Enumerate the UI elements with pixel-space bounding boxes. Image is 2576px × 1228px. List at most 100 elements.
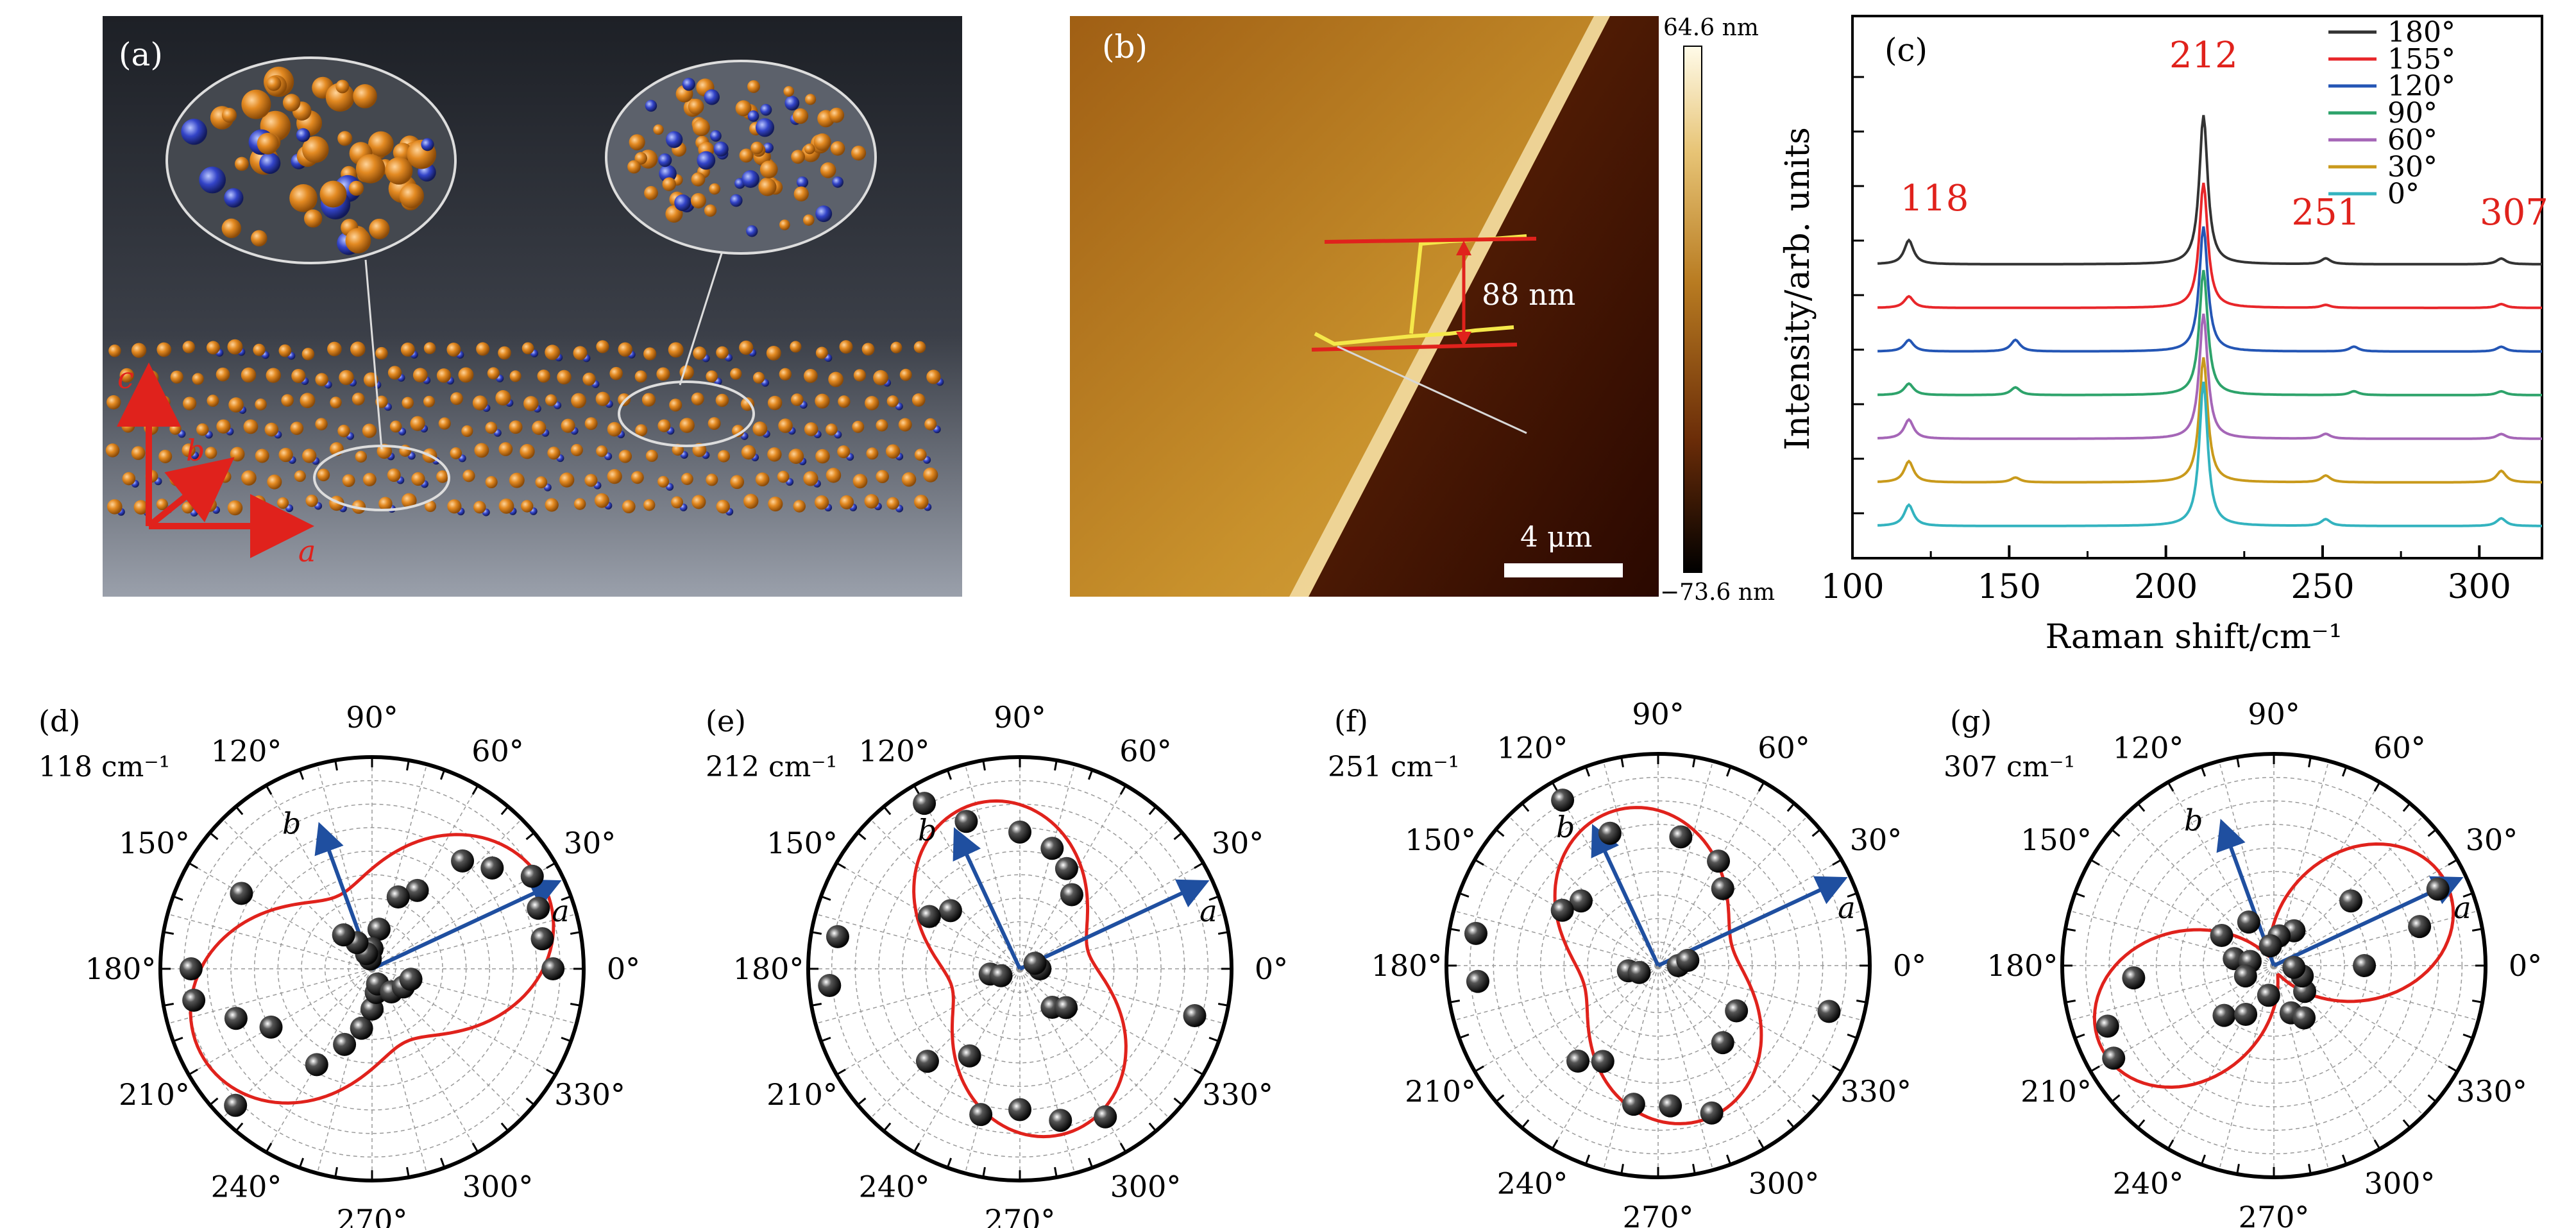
data-point [2212, 1003, 2236, 1027]
data-point [917, 905, 941, 928]
data-point [2122, 966, 2146, 990]
lattice-atom [350, 341, 366, 357]
lattice-atom [573, 346, 588, 361]
polar-grid-spoke [1019, 968, 1170, 1119]
lattice-atom [777, 470, 790, 483]
polar-tick [1119, 785, 1127, 795]
polar-tick [1119, 1143, 1127, 1153]
axis-b-arrow [146, 457, 235, 529]
zoom-ring-right [618, 380, 755, 447]
polar-grid-spoke [1552, 781, 1659, 966]
lattice-atom [596, 445, 608, 457]
polar-tick [820, 1036, 831, 1043]
polar-angle-label: 60° [2373, 731, 2426, 765]
lattice-atom [852, 420, 865, 433]
lattice-atom [803, 369, 818, 383]
polar-tick [188, 862, 198, 869]
polar-tick [1148, 806, 1157, 815]
mode-label-g: 307 cm⁻¹ [1944, 751, 2075, 783]
polar-tick [811, 1003, 822, 1007]
lattice-atom [423, 342, 436, 354]
lattice-atom [584, 473, 598, 487]
data-point [2096, 1014, 2119, 1038]
polar-grid-spoke [1453, 910, 1659, 966]
bubble-atom [421, 138, 434, 151]
data-point [179, 957, 203, 980]
bubble-atom [784, 96, 800, 111]
panel-c-raman-spectra: 100 150 200 250 300 118 212 251 307 180°155°120… [1779, 15, 2548, 656]
bubble-atom [709, 183, 720, 195]
panel-f-polar-251: 0° 30° 60° 90° 120° 150° 180° 210° 240° 270° 300° 3… [1328, 697, 1926, 1228]
polar-tick [406, 1166, 410, 1178]
lattice-atom [732, 425, 745, 438]
bubble-atom [296, 128, 310, 142]
bubble-atom [820, 162, 836, 178]
lattice-atom [743, 493, 759, 509]
lattice-atom [767, 395, 783, 411]
polar-angle-label: 270° [985, 1203, 1056, 1228]
bubble-atom [666, 131, 683, 148]
arrow-a-label: a [1199, 894, 1217, 928]
data-point [520, 864, 544, 888]
lattice-atom [219, 470, 232, 483]
polar-angle-label: 60° [471, 734, 524, 769]
polar-tick [1474, 858, 1484, 866]
polar-angle-label: 150° [119, 826, 190, 860]
lattice-atom [828, 371, 843, 388]
lattice-atom [387, 366, 402, 380]
polar-grid-spoke [913, 785, 1021, 969]
bubble-atom [759, 160, 778, 179]
bubble-atom [674, 194, 691, 211]
legend-label: 0° [2387, 178, 2419, 210]
polar-angle-label: 240° [211, 1169, 282, 1204]
lattice-atom [914, 448, 927, 461]
bubble-atom [760, 104, 772, 116]
data-point [1711, 1031, 1734, 1055]
polar-tick [1208, 1036, 1219, 1043]
data-point [1566, 1049, 1590, 1073]
spectrum-line-1 [1877, 182, 2542, 309]
lattice-atom [255, 398, 267, 411]
polar-tick [883, 1122, 892, 1132]
data-point [350, 1016, 373, 1040]
lattice-atom [766, 345, 781, 361]
polar-angle-label: 120° [1497, 731, 1568, 765]
lattice-atom [462, 470, 475, 482]
bubble-atom [399, 183, 424, 209]
polar-tick [1087, 769, 1094, 780]
panel-label-f: (f) [1334, 704, 1368, 738]
polar-tick [2448, 858, 2458, 866]
polar-grid-spoke [1657, 965, 1714, 1170]
lattice-atom [192, 373, 204, 385]
polar-tick [546, 1068, 556, 1076]
polar-tick [546, 862, 556, 869]
data-point [527, 896, 550, 920]
bubble-atom [659, 164, 677, 183]
polar-tick [2074, 1033, 2085, 1039]
lattice-atom [607, 422, 622, 437]
lattice-atom [389, 420, 402, 433]
lattice-atom [476, 342, 490, 356]
polar-angle-label: 150° [2021, 823, 2092, 857]
lattice-atom [876, 470, 889, 484]
data-point [1466, 969, 1489, 993]
afm-top-marker [1324, 237, 1537, 244]
panel-label-e: (e) [706, 704, 746, 738]
lattice-atom [327, 341, 342, 357]
legend-label: 90° [2387, 97, 2437, 130]
data-point [1551, 789, 1575, 812]
scalebar [1504, 563, 1623, 577]
polar-grid-spoke [2273, 965, 2380, 1150]
data-point [2257, 984, 2280, 1007]
polar-tick [209, 1097, 219, 1106]
lattice-atom [121, 419, 135, 433]
data-point [2408, 915, 2432, 939]
polar-grid-spoke [1657, 781, 1765, 966]
polar-angle-label: 90° [2248, 697, 2300, 731]
lattice-atom [387, 468, 401, 482]
polar-grid-spoke [2090, 859, 2275, 966]
polar-angle-label: 300° [462, 1169, 534, 1204]
panel-label-c: (c) [1885, 31, 1928, 69]
lattice-atom [509, 420, 523, 434]
lattice-atom [170, 370, 183, 384]
